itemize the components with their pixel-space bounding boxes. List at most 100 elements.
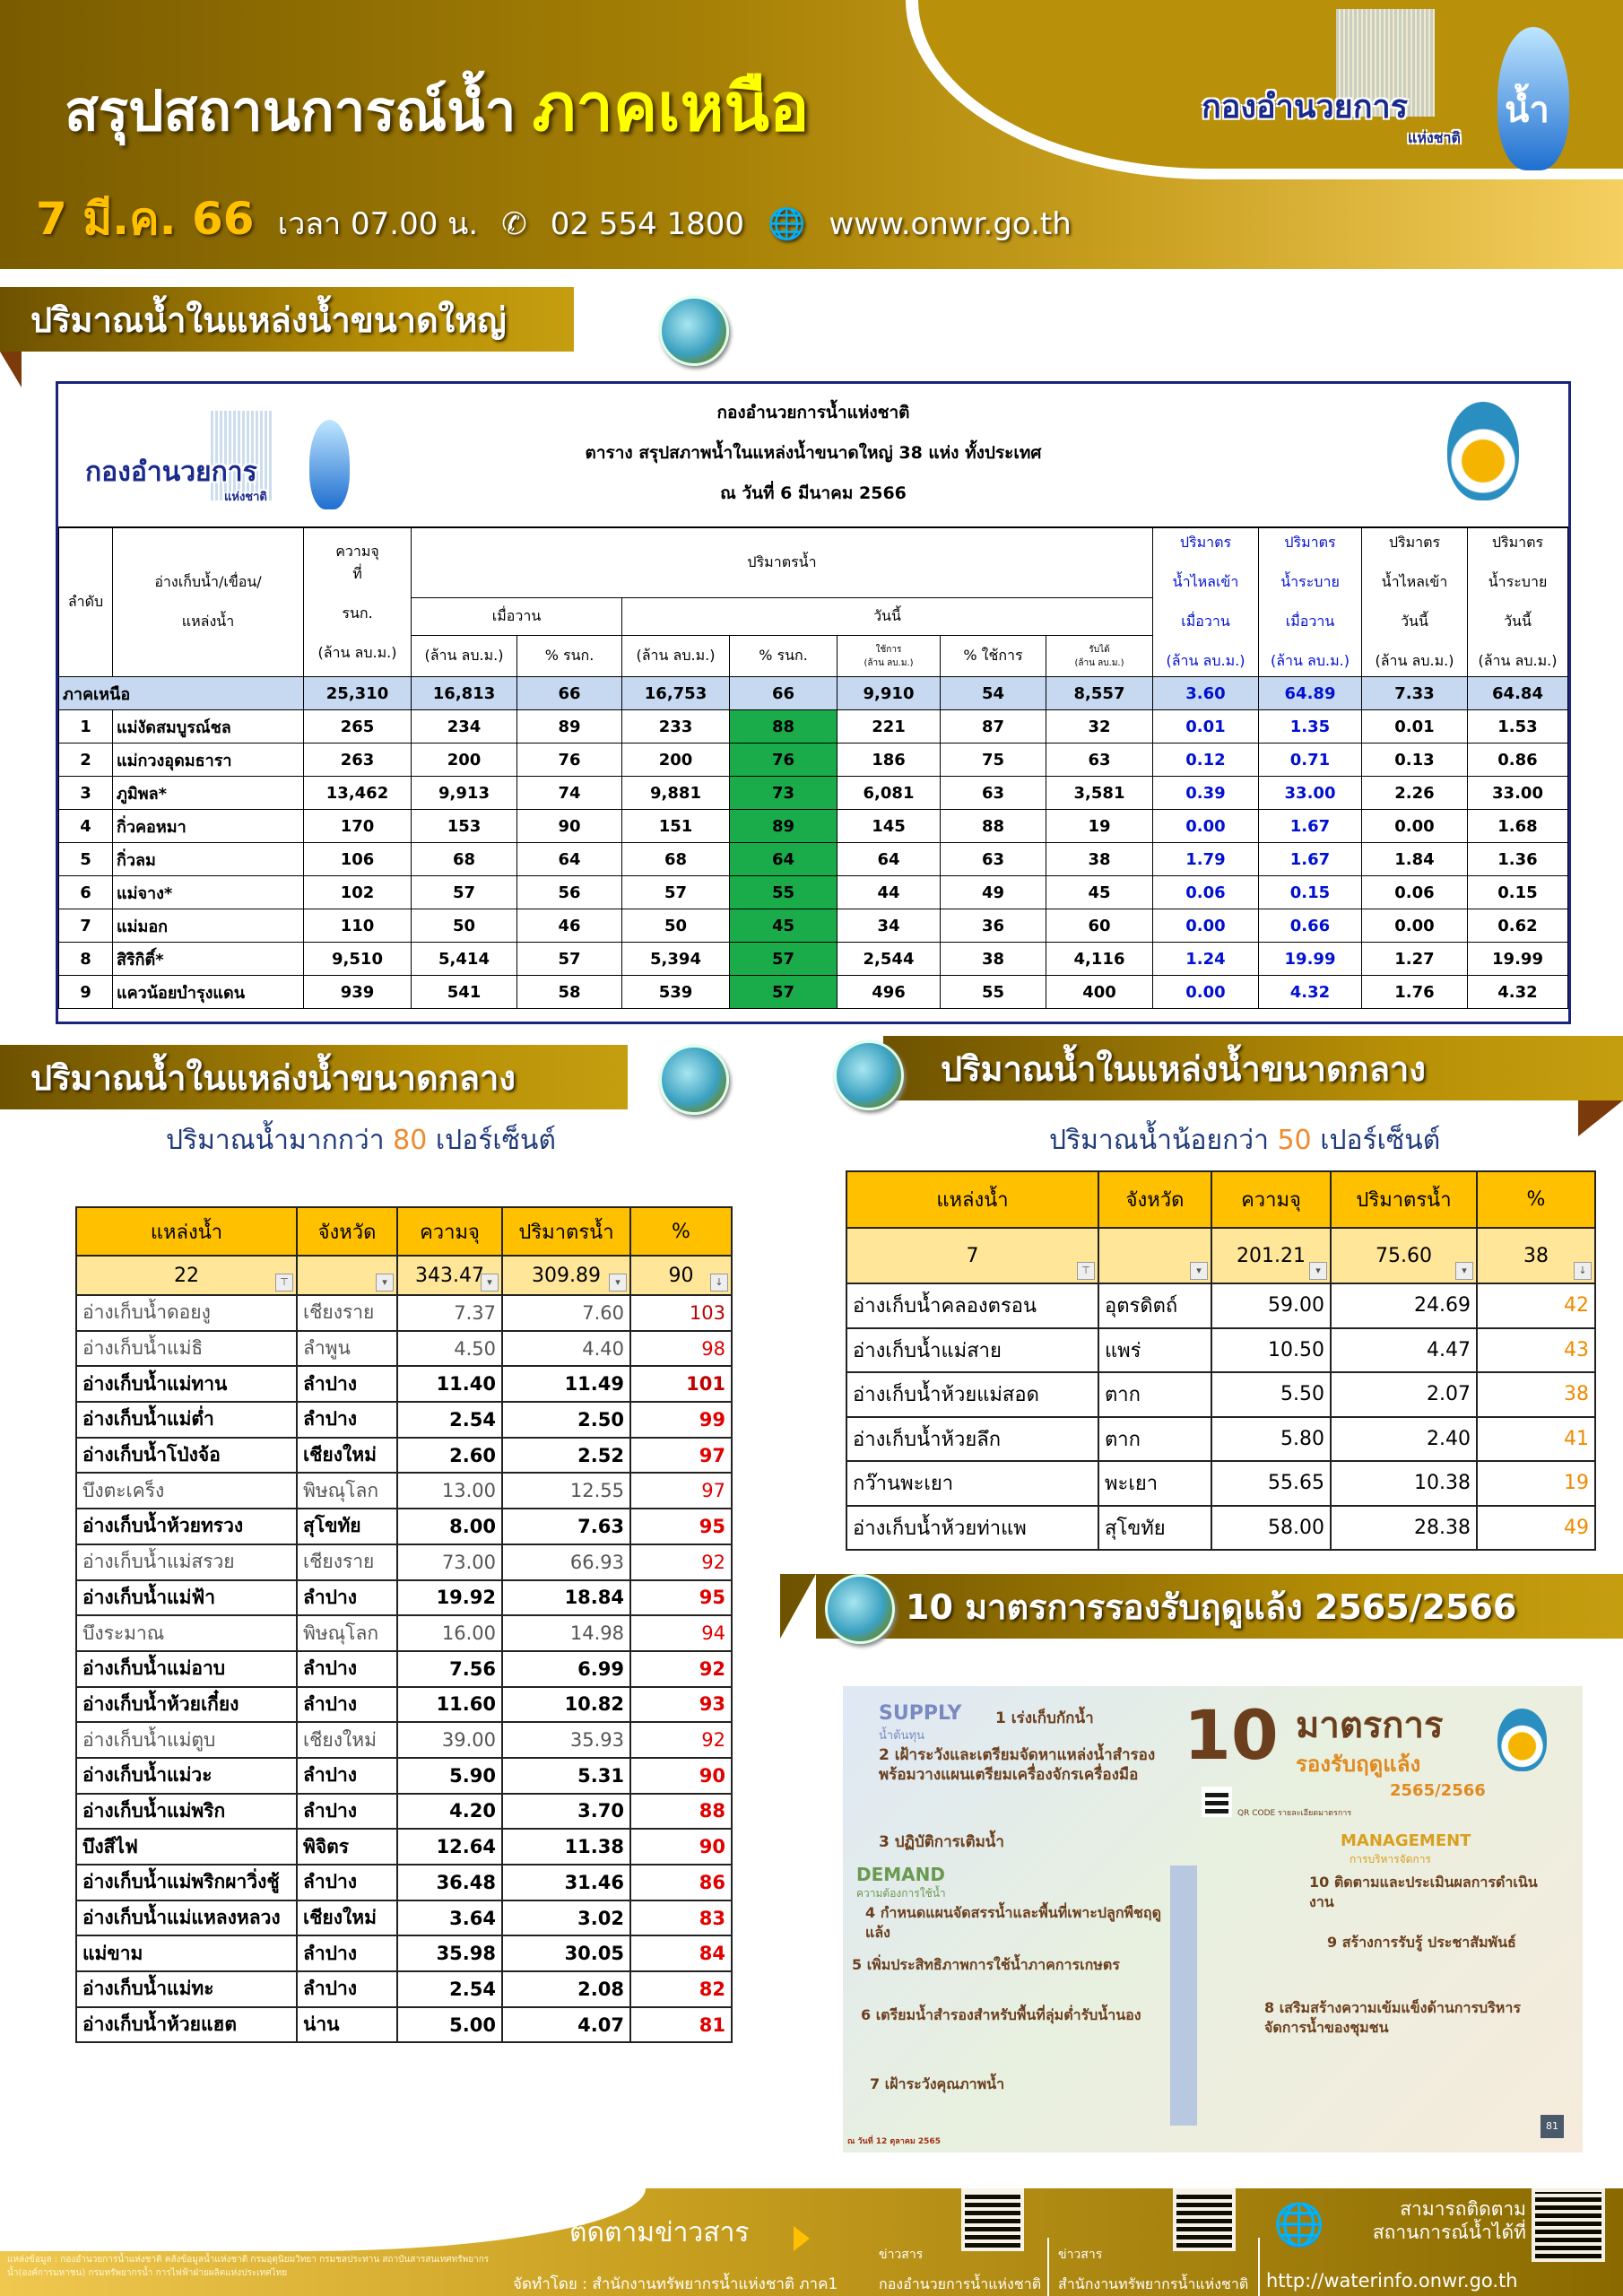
col-volume: ปริมาตรน้ำ	[411, 527, 1153, 598]
summary-value: 309.89	[532, 1264, 601, 1287]
table-row: บึงสีไฟ พิจิตร 12.64 11.38 90	[75, 1828, 733, 1866]
summary-cell: 309.89 ▾	[501, 1255, 631, 1296]
dropdown-arrow-icon[interactable]: ▾	[1455, 1262, 1473, 1280]
qr-code-office-news[interactable]	[1173, 2188, 1236, 2251]
summary-cell: 22 ⊤	[75, 1255, 298, 1296]
column-header: ความจุ	[396, 1206, 503, 1257]
h-yest: เมื่อวาน	[1285, 613, 1335, 630]
large-reservoir-table: กองอำนวยการ แห่งชาติ กองอำนวยการน้ำแห่งช…	[56, 381, 1571, 1024]
big-table-grid: ลำดับ อ่างเก็บน้ำ/เขื่อน/แหล่งน้ำ ความจุ…	[58, 527, 1568, 1009]
percent: 86	[629, 1864, 733, 1901]
table-row: 1 แม่งัดสมบูรณ์ชล 265 234 89 233 88 221 87 32 0.01…	[58, 709, 1568, 744]
arrow-right-icon	[794, 2226, 810, 2251]
sub-post: เปอร์เซ็นต์	[435, 1125, 556, 1156]
percent: 103	[629, 1294, 733, 1332]
table-cell: 75	[940, 743, 1046, 777]
summary-value: 38	[1523, 1244, 1549, 1267]
table-cell: 0.00	[1361, 909, 1468, 943]
capacity: 8.00	[396, 1508, 503, 1545]
capacity: 13.00	[396, 1472, 503, 1510]
water-drop-graphic	[1497, 27, 1569, 170]
reservoir-globe-icon	[659, 1045, 729, 1115]
filter-icon[interactable]: ⊤	[1077, 1262, 1095, 1280]
table-date: ณ วันที่ 6 มีนาคม 2566	[720, 483, 907, 503]
capacity: 5.50	[1211, 1371, 1332, 1418]
logo-sub: แห่งชาติ	[224, 491, 267, 504]
volume: 2.50	[501, 1401, 631, 1439]
table-cell: 63	[940, 842, 1046, 876]
table-cell: 32	[1046, 709, 1153, 744]
table-cell: 90	[516, 809, 622, 843]
measure-item: 6 เตรียมน้ำสำรองสำหรับพื้นที่ลุ่มต่ำรับน…	[861, 2006, 1141, 2023]
table-cell: 64.89	[1258, 676, 1362, 710]
table-row: อ่างเก็บน้ำแม่ต่ำ ลำปาง 2.54 2.50 99	[75, 1401, 733, 1439]
date-row: 7 มี.ค. 66 เวลา 07.00 น. ✆ 02 554 1800 🌐…	[36, 184, 1072, 255]
capacity: 3.64	[396, 1899, 503, 1937]
source-name: อ่างเก็บน้ำแม่วะ	[75, 1756, 298, 1795]
source-name: อ่างเก็บน้ำห้วยแม่สอด	[846, 1371, 1099, 1418]
table-cell: 2	[58, 743, 113, 777]
source-name: อ่างเก็บน้ำแม่พริก	[75, 1792, 298, 1831]
source-name: อ่างเก็บน้ำแม่สรวย	[75, 1543, 298, 1581]
supply-label: SUPPLY	[879, 1702, 962, 1725]
dropdown-arrow-icon[interactable]: ▾	[481, 1274, 499, 1292]
capacity: 12.64	[396, 1828, 503, 1866]
capacity: 2.60	[396, 1436, 503, 1474]
source-name: อ่างเก็บน้ำแม่แหลงหลวง	[75, 1899, 298, 1937]
source-name: บึงตะเคร็ง	[75, 1472, 298, 1510]
table-cell: 0.15	[1258, 875, 1362, 909]
percent: 92	[629, 1721, 733, 1759]
table-cell: 4.32	[1258, 975, 1362, 1009]
measures-title: มาตรการ	[1296, 1705, 1444, 1746]
table-cell: 145	[837, 809, 941, 843]
table-cell: แควน้อยบำรุงแดน	[112, 975, 304, 1009]
percent: 83	[629, 1899, 733, 1937]
onwr-seal-logo	[1497, 1709, 1547, 1771]
dropdown-arrow-icon[interactable]: ▾	[376, 1274, 394, 1292]
website-link[interactable]: www.onwr.go.th	[829, 206, 1072, 242]
table-cell: 0.12	[1152, 743, 1259, 777]
qr-code[interactable]	[1202, 1787, 1232, 1817]
table-cell: 102	[303, 875, 412, 909]
col-no: ลำดับ	[58, 527, 113, 677]
track-text-2: สถานการณ์น้ำได้ที่	[1372, 2222, 1526, 2243]
table-cell: 74	[516, 776, 622, 810]
table-row: อ่างเก็บน้ำแม่ทาน ลำปาง 11.40 11.49 101	[75, 1365, 733, 1404]
map-graphic	[211, 411, 273, 500]
dropdown-arrow-icon[interactable]: ▾	[609, 1274, 627, 1292]
header-banner: สรุปสถานการณ์น้ำ ภาคเหนือ 7 มี.ค. 66 เวลา…	[0, 0, 1623, 269]
percent: 97	[629, 1436, 733, 1474]
water-drop-graphic	[309, 420, 350, 509]
table-cell: 2.26	[1361, 776, 1468, 810]
volume: 66.93	[501, 1543, 631, 1581]
table-cell: 6,081	[837, 776, 941, 810]
table-cell: 60	[1046, 909, 1153, 943]
table-title-area: กองอำนวยการ แห่งชาติ กองอำนวยการน้ำแห่งช…	[58, 384, 1568, 527]
capacity: 36.48	[396, 1864, 503, 1901]
qr-code-waterinfo[interactable]	[1532, 2188, 1605, 2262]
map-graphic	[1336, 9, 1435, 117]
col-usable: ใช้การ	[875, 644, 902, 655]
sort-icon[interactable]: ↓	[1574, 1262, 1592, 1280]
table-row: อ่างเก็บน้ำแม่อาบ ลำปาง 7.56 6.99 92	[75, 1649, 733, 1688]
measure-item: 7 เฝ้าระวังคุณภาพน้ำ	[870, 2075, 1005, 2092]
table-row: อ่างเก็บน้ำแม่พริกผาวิ่งชู้ ลำปาง 36.48 31.…	[75, 1864, 733, 1901]
onwr-seal-logo	[1447, 402, 1519, 500]
capacity: 11.60	[396, 1685, 503, 1724]
dropdown-arrow-icon[interactable]: ▾	[1190, 1262, 1208, 1280]
table-cell: 0.13	[1361, 743, 1468, 777]
sort-icon[interactable]: ↓	[710, 1274, 728, 1292]
table-cell: 0.00	[1152, 809, 1259, 843]
dropdown-arrow-icon[interactable]: ▾	[1309, 1262, 1327, 1280]
phone-number[interactable]: 02 554 1800	[550, 206, 745, 242]
table-cell: 1.24	[1152, 942, 1259, 976]
page-number: 81	[1541, 2115, 1564, 2138]
filter-icon[interactable]: ⊤	[275, 1274, 293, 1292]
waterinfo-link[interactable]: http://waterinfo.onwr.go.th	[1266, 2270, 1518, 2292]
qr-code-onwr-news[interactable]	[961, 2188, 1024, 2251]
table-cell: 4,116	[1046, 942, 1153, 976]
section-banner-medium-right: ปริมาณน้ำในแหล่งน้ำขนาดกลาง	[883, 1036, 1623, 1100]
table-row: อ่างเก็บน้ำห้วยแฮต น่าน 5.00 4.07 81	[75, 2005, 733, 2044]
volume: 35.93	[501, 1721, 631, 1759]
follow-news: ติดตามข่าวสาร	[569, 2217, 750, 2248]
